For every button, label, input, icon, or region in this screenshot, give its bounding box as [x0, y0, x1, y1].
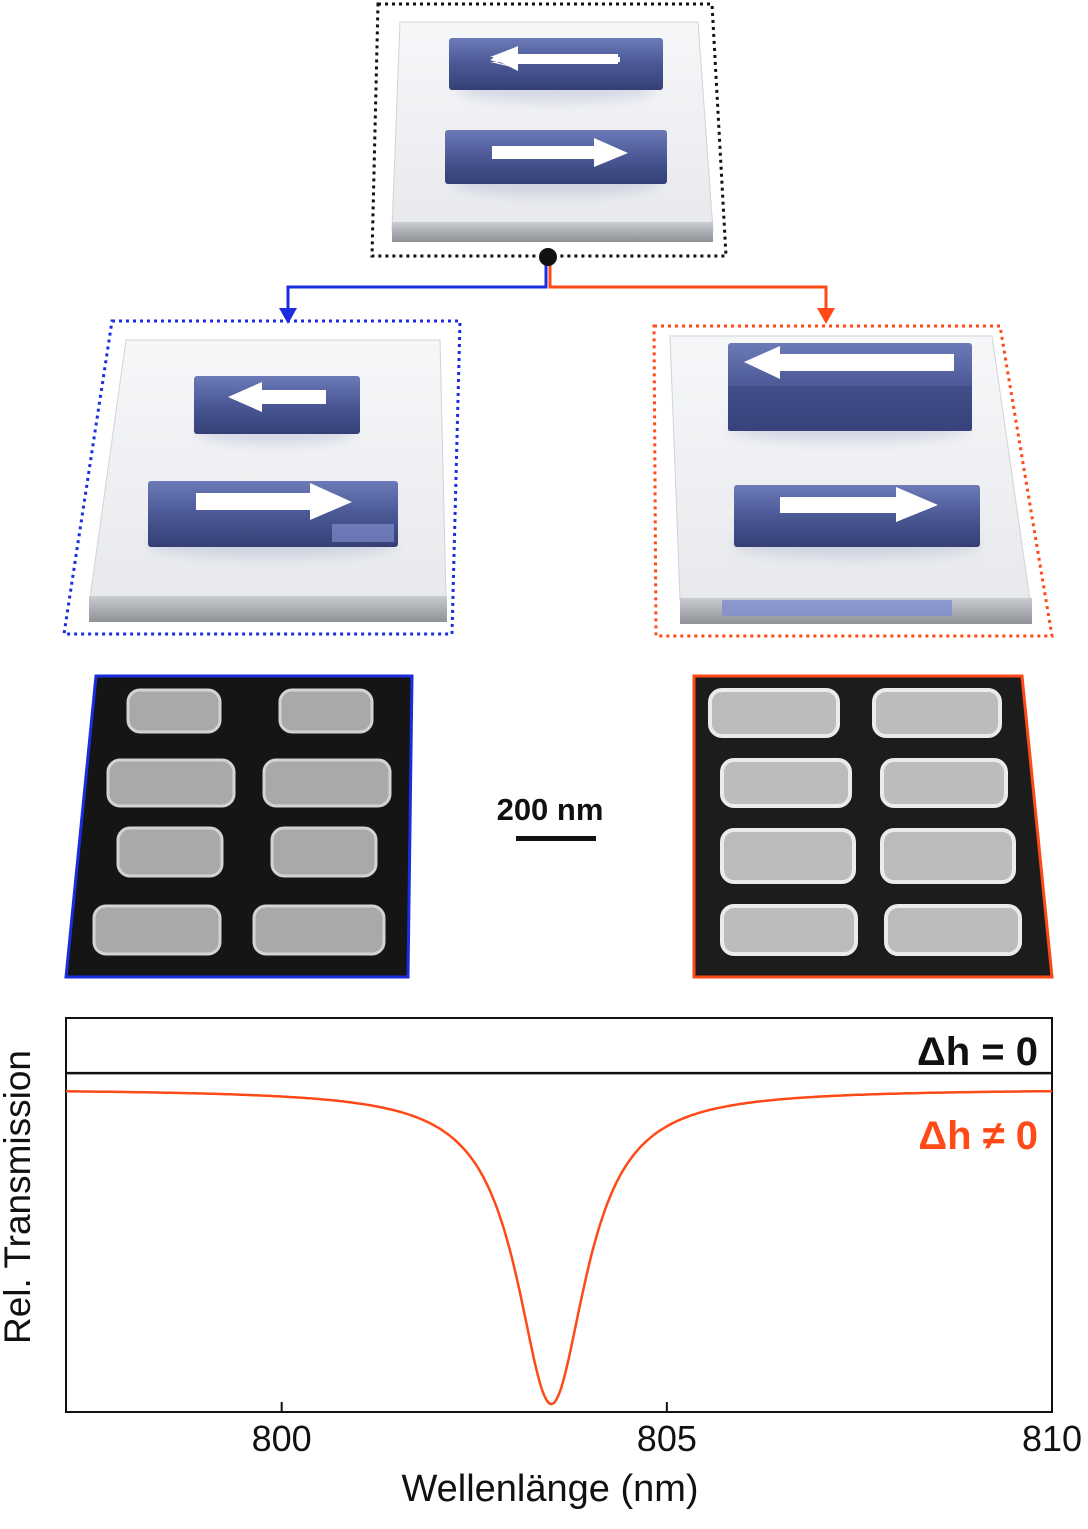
left-arrow-icon [744, 346, 954, 379]
x-axis-label: Wellenlänge (nm) [401, 1468, 699, 1510]
substrate-edge [89, 596, 447, 622]
transmission-chart [65, 1017, 1053, 1413]
metasurface-diagram [62, 2, 1054, 979]
x-tick-label: 810 [1021, 1418, 1083, 1459]
scale-bar [516, 836, 596, 841]
reference-unit-cell [370, 2, 728, 258]
left-arrow-icon [228, 382, 326, 412]
blue-frame [62, 319, 462, 636]
orange-frame [652, 324, 1054, 638]
x-tick-label: 805 [636, 1418, 697, 1459]
reference-frame [370, 2, 728, 258]
unit-cell-blue [62, 319, 462, 636]
x-tick-label: 800 [251, 1418, 312, 1459]
scale-bar-label: 200 nm [496, 792, 604, 827]
unit-cell-orange [652, 324, 1054, 638]
nanobar [194, 376, 360, 434]
sem-image-orange [692, 674, 1054, 979]
split-connector [279, 248, 835, 324]
plot-frame [65, 1017, 1053, 1413]
y-axis-label: Rel. Transmission [0, 1049, 38, 1345]
right-arrow-icon [492, 138, 628, 167]
legend-dip: Δh ≠ 0 [918, 1114, 1038, 1158]
legend-reference: Δh = 0 [916, 1030, 1038, 1074]
split-node [539, 248, 557, 266]
nanobar [734, 485, 980, 547]
left-arrow-icon [492, 46, 618, 71]
sem-image-blue [64, 674, 414, 979]
series-line-dip [66, 1089, 1052, 1406]
right-arrow-icon [196, 483, 352, 520]
substrate-edge [392, 222, 713, 242]
right-arrow-icon [780, 487, 938, 522]
